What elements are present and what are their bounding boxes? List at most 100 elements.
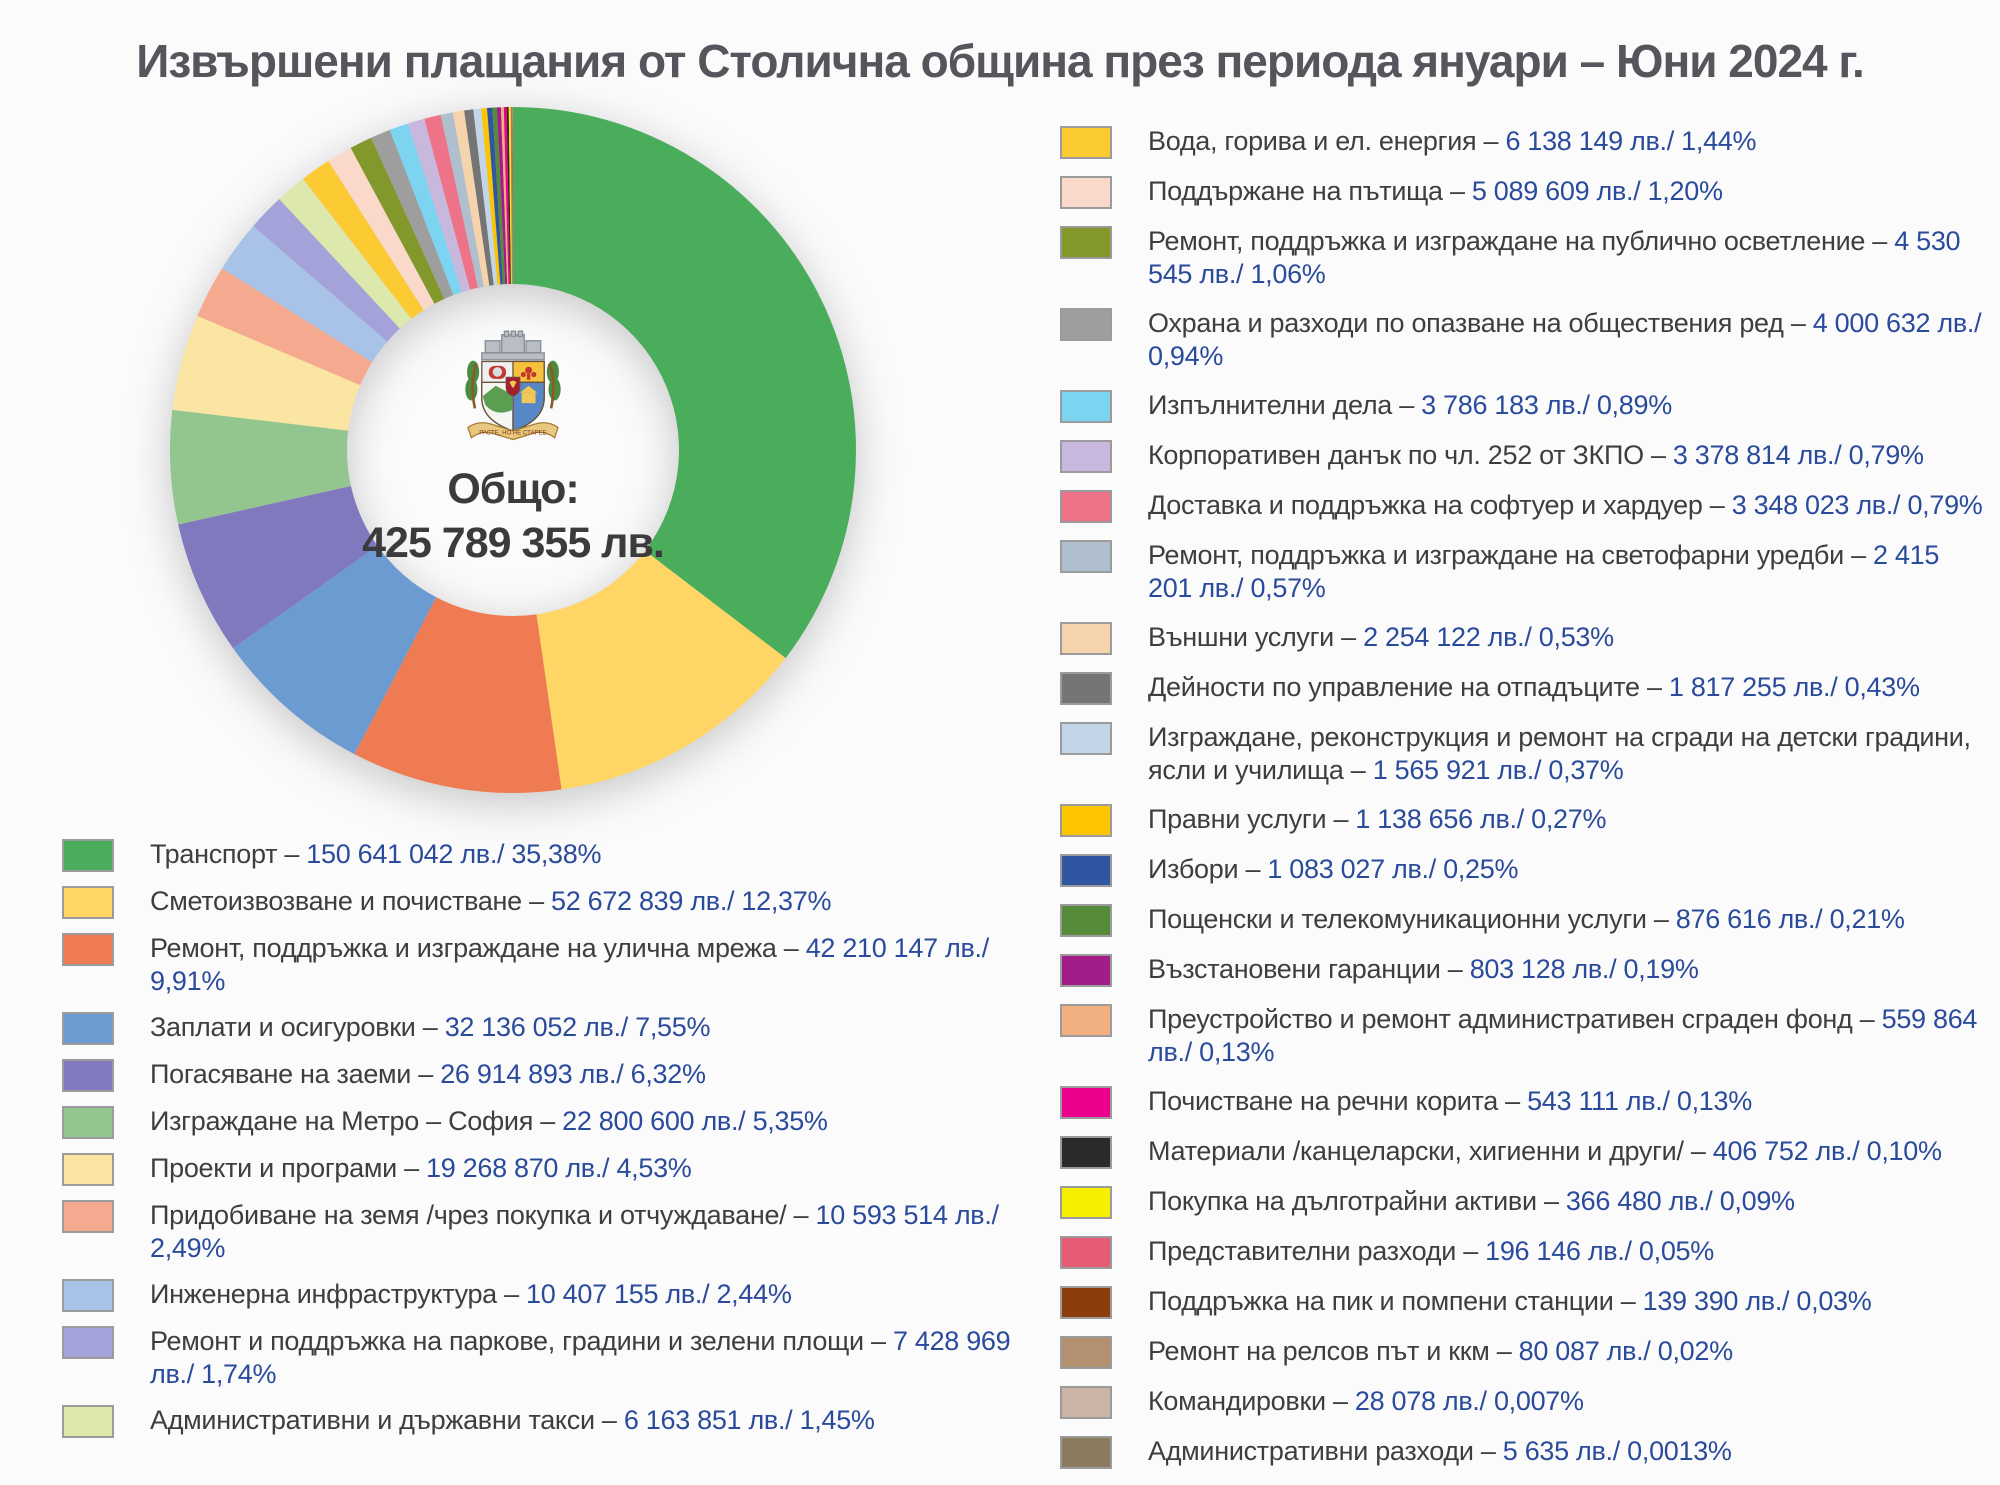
legend-item: Изграждане на Метро – София – 22 800 600… <box>62 1105 1022 1139</box>
legend-item-label: Проекти и програми – <box>150 1153 426 1183</box>
legend-item-value: 1 138 656 лв./ 0,27% <box>1355 804 1606 834</box>
legend-item: Административни и държавни такси – 6 163… <box>62 1404 1022 1438</box>
legend-item-value: 28 078 лв./ 0,007% <box>1355 1386 1584 1416</box>
legend-item-label: Поддържане на пътища – <box>1148 176 1472 206</box>
legend-item-text: Проекти и програми – 19 268 870 лв./ 4,5… <box>150 1152 692 1185</box>
legend-item-label: Транспорт – <box>150 839 306 869</box>
legend-item-label: Инженерна инфраструктура – <box>150 1279 526 1309</box>
legend-item: Корпоративен данък по чл. 252 от ЗКПО – … <box>1060 439 1990 473</box>
legend-left-column: Транспорт – 150 641 042 лв./ 35,38% Смето… <box>62 838 1022 1451</box>
legend-item-label: Преустройство и ремонт административен с… <box>1148 1004 1882 1034</box>
legend-item: Преустройство и ремонт административен с… <box>1060 1003 1990 1069</box>
legend-swatch <box>1060 1086 1112 1119</box>
legend-item-value: 1 817 255 лв./ 0,43% <box>1669 672 1920 702</box>
legend-item-label: Ремонт, поддръжка и изграждане на улична… <box>150 933 806 963</box>
legend-swatch <box>62 1200 114 1233</box>
legend-swatch <box>1060 308 1112 341</box>
legend-item-text: Корпоративен данък по чл. 252 от ЗКПО – … <box>1148 439 1924 472</box>
legend-item-text: Преустройство и ремонт административен с… <box>1148 1003 1990 1069</box>
legend-item-label: Охрана и разходи по опазване на обществе… <box>1148 308 1813 338</box>
donut-chart: РАСТЕ, НО НЕ СТАРЕЕ Общо: 425 789 355 лв… <box>168 105 858 795</box>
legend-item-value: 6 138 149 лв./ 1,44% <box>1505 126 1756 156</box>
page-title: Извършени плащания от Столична община пр… <box>0 34 2000 88</box>
legend-swatch <box>1060 1004 1112 1037</box>
legend-item-label: Вода, горива и ел. енергия – <box>1148 126 1505 156</box>
legend-item-label: Доставка и поддръжка на софтуер и хардуе… <box>1148 490 1732 520</box>
legend-item-label: Ремонт, поддръжка и изграждане на светоф… <box>1148 540 1873 570</box>
legend-item: Транспорт – 150 641 042 лв./ 35,38% <box>62 838 1022 872</box>
legend-swatch <box>62 1279 114 1312</box>
legend-item-text: Дейности по управление на отпадъците – 1… <box>1148 671 1920 704</box>
legend-item-label: Почистване на речни корита – <box>1148 1086 1527 1116</box>
legend-item: Ремонт, поддръжка и изграждане на светоф… <box>1060 539 1990 605</box>
legend-swatch <box>1060 804 1112 837</box>
legend-item-label: Поддръжка на пик и помпени станции – <box>1148 1286 1643 1316</box>
crown-icon <box>482 331 544 360</box>
legend-swatch <box>1060 1386 1112 1419</box>
legend-item: Правни услуги – 1 138 656 лв./ 0,27% <box>1060 803 1990 837</box>
legend-item-text: Поддържане на пътища – 5 089 609 лв./ 1,… <box>1148 175 1723 208</box>
legend-item: Външни услуги – 2 254 122 лв./ 0,53% <box>1060 621 1990 655</box>
legend-item-text: Инженерна инфраструктура – 10 407 155 лв… <box>150 1278 792 1311</box>
donut-center-total: 425 789 355 лв. <box>298 516 728 570</box>
legend-item-text: Ремонт и поддръжка на паркове, градини и… <box>150 1325 1022 1391</box>
quarter-ulpia-serdica <box>489 366 506 379</box>
legend-item: Изграждане, реконструкция и ремонт на сг… <box>1060 721 1990 787</box>
legend-item: Вода, горива и ел. енергия – 6 138 149 л… <box>1060 125 1990 159</box>
legend-item-text: Външни услуги – 2 254 122 лв./ 0,53% <box>1148 621 1614 654</box>
legend-item-value: 1 565 921 лв./ 0,37% <box>1373 755 1624 785</box>
legend-item-value: 139 390 лв./ 0,03% <box>1643 1286 1872 1316</box>
legend-item-label: Придобиване на земя /чрез покупка и отчу… <box>150 1200 815 1230</box>
legend-item-label: Сметоизвозване и почистване – <box>150 886 551 916</box>
legend-item: Ремонт, поддръжка и изграждане на публич… <box>1060 225 1990 291</box>
legend-item-text: Изграждане, реконструкция и ремонт на сг… <box>1148 721 1990 787</box>
legend-swatch <box>62 886 114 919</box>
legend-item-label: Заплати и осигуровки – <box>150 1012 445 1042</box>
legend-item-text: Охрана и разходи по опазване на обществе… <box>1148 307 1990 373</box>
legend-swatch <box>1060 1186 1112 1219</box>
legend-item-text: Правни услуги – 1 138 656 лв./ 0,27% <box>1148 803 1606 836</box>
legend-item-value: 3 348 023 лв./ 0,79% <box>1732 490 1983 520</box>
legend-item-value: 3 786 183 лв./ 0,89% <box>1421 390 1672 420</box>
legend-item: Дейности по управление на отпадъците – 1… <box>1060 671 1990 705</box>
legend-swatch <box>62 839 114 872</box>
legend-item: Сметоизвозване и почистване – 52 672 839… <box>62 885 1022 919</box>
legend-item-value: 5 089 609 лв./ 1,20% <box>1472 176 1723 206</box>
legend-item-text: Доставка и поддръжка на софтуер и хардуе… <box>1148 489 1983 522</box>
legend-swatch <box>62 1153 114 1186</box>
legend-item-label: Покупка на дълготрайни активи – <box>1148 1186 1566 1216</box>
legend-item-value: 543 111 лв./ 0,13% <box>1527 1086 1752 1116</box>
legend-item: Избори – 1 083 027 лв./ 0,25% <box>1060 853 1990 887</box>
legend-item-label: Правни услуги – <box>1148 804 1355 834</box>
legend-swatch <box>1060 904 1112 937</box>
legend-item-value: 19 268 870 лв./ 4,53% <box>426 1153 692 1183</box>
legend-item-text: Почистване на речни корита – 543 111 лв.… <box>1148 1085 1752 1118</box>
legend-item-label: Корпоративен данък по чл. 252 от ЗКПО – <box>1148 440 1673 470</box>
legend-item-value: 196 146 лв./ 0,05% <box>1485 1236 1714 1266</box>
legend-item-value: 32 136 052 лв./ 7,55% <box>445 1012 711 1042</box>
legend-item-label: Дейности по управление на отпадъците – <box>1148 672 1669 702</box>
legend-item-text: Вода, горива и ел. енергия – 6 138 149 л… <box>1148 125 1756 158</box>
legend-item-label: Изграждане на Метро – София – <box>150 1106 562 1136</box>
legend-item-value: 1 083 027 лв./ 0,25% <box>1267 854 1518 884</box>
legend-item: Поддържане на пътища – 5 089 609 лв./ 1,… <box>1060 175 1990 209</box>
legend-item-label: Материали /канцеларски, хигиенни и други… <box>1148 1136 1713 1166</box>
legend-item-value: 52 672 839 лв./ 12,37% <box>551 886 831 916</box>
legend-item-value: 80 087 лв./ 0,02% <box>1519 1336 1733 1366</box>
legend-item-label: Представителни разходи – <box>1148 1236 1485 1266</box>
legend-swatch <box>1060 854 1112 887</box>
legend-item: Охрана и разходи по опазване на обществе… <box>1060 307 1990 373</box>
legend-item-value: 803 128 лв./ 0,19% <box>1470 954 1699 984</box>
legend-item-label: Ремонт и поддръжка на паркове, градини и… <box>150 1326 893 1356</box>
legend-item-text: Ремонт, поддръжка и изграждане на публич… <box>1148 225 1990 291</box>
legend-item-text: Сметоизвозване и почистване – 52 672 839… <box>150 885 831 918</box>
legend-swatch <box>1060 1436 1112 1469</box>
legend-item: Придобиване на земя /чрез покупка и отчу… <box>62 1199 1022 1265</box>
legend-item-label: Административни разходи – <box>1148 1436 1503 1466</box>
legend-item-text: Командировки – 28 078 лв./ 0,007% <box>1148 1385 1584 1418</box>
legend-swatch <box>1060 126 1112 159</box>
legend-swatch <box>1060 226 1112 259</box>
legend-right-column: Вода, горива и ел. енергия – 6 138 149 л… <box>1060 125 1990 1485</box>
legend-item-text: Покупка на дълготрайни активи – 366 480 … <box>1148 1185 1795 1218</box>
legend-item: Представителни разходи – 196 146 лв./ 0,… <box>1060 1235 1990 1269</box>
